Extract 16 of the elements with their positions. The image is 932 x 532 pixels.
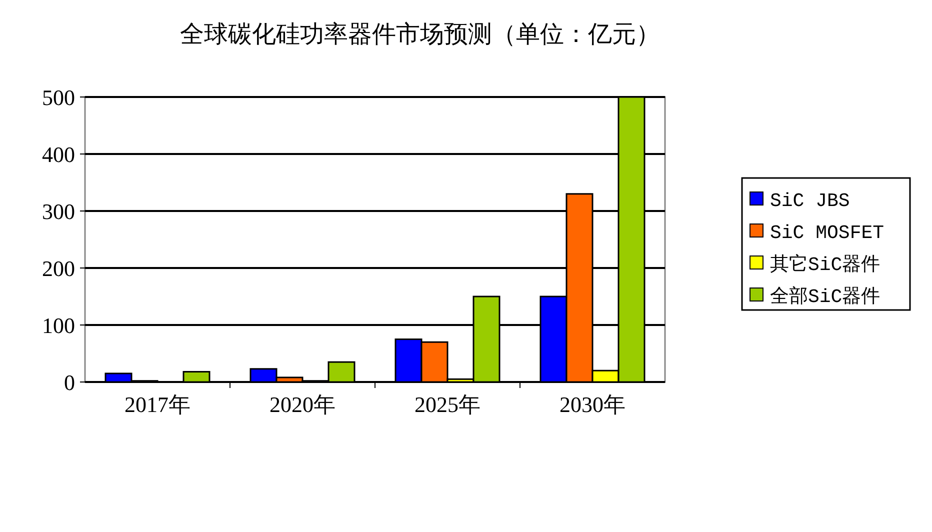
legend-label: SiC MOSFET [770,222,884,244]
legend-label: 全部SiC器件 [770,285,880,308]
y-tick-label: 300 [42,199,75,224]
y-tick-label: 100 [42,313,75,338]
y-tick-label: 200 [42,256,75,281]
y-tick-label: 500 [42,85,75,110]
y-tick-label: 400 [42,142,75,167]
x-tick-label: 2017年 [124,392,190,417]
legend-label: 其它SiC器件 [770,253,880,276]
bar [182,370,210,383]
x-tick-label: 2025年 [414,392,480,417]
x-tick-label: 2020年 [270,392,336,417]
chart-title: 全球碳化硅功率器件市场预测（单位：亿元） [180,21,660,48]
legend-label: SiC JBS [770,190,850,212]
y-tick-label: 0 [64,370,75,395]
x-tick-label: 2030年 [560,392,626,417]
